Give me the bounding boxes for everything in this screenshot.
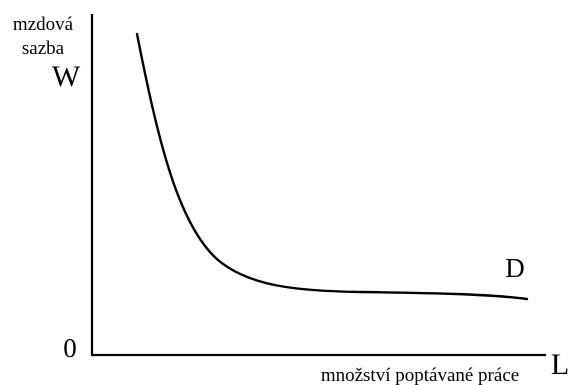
x-axis-symbol: L: [551, 348, 569, 381]
y-axis-label-line2: sazba: [22, 38, 65, 59]
y-axis-symbol: W: [52, 60, 81, 93]
demand-curve: [135, 32, 529, 301]
y-axis-label-line1: mzdová: [13, 14, 74, 35]
curve-label: D: [505, 253, 525, 283]
origin-label: 0: [63, 333, 77, 363]
x-axis-label: množství poptávané práce: [321, 365, 519, 385]
